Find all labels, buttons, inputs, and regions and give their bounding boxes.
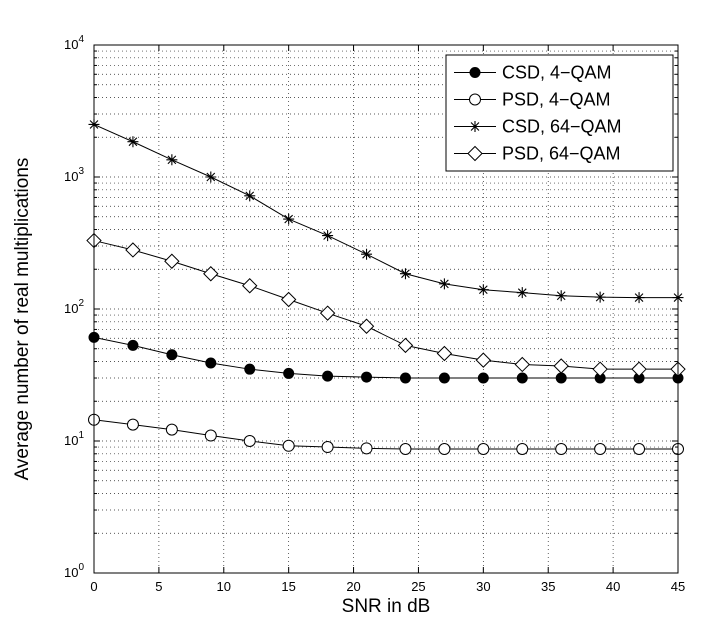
y-tick-label: 101 [64,430,84,448]
data-point [165,423,178,436]
data-point [283,213,295,225]
data-point [164,253,180,269]
data-point [283,367,295,379]
legend-label: CSD, 64−QAM [502,117,622,137]
legend-marker [469,121,481,132]
data-point [397,337,414,354]
series-1 [88,413,684,455]
data-point [555,290,567,302]
data-point [126,418,139,431]
data-point [321,441,334,454]
legend-label: CSD, 4−QAM [502,63,612,83]
data-point [633,442,646,455]
data-point [553,358,569,374]
legend-marker [469,93,481,106]
data-point [282,439,295,452]
y-tick-label: 100 [64,562,84,580]
data-point [399,372,411,384]
legend-box [445,54,674,172]
data-point [319,305,336,321]
data-point [514,356,530,373]
data-point [477,284,489,296]
series-line [93,419,678,450]
data-point [361,371,373,383]
data-point [477,442,490,455]
data-point [592,361,608,377]
data-point [631,361,647,377]
data-point [436,345,453,362]
data-point [244,363,256,375]
y-tick-label: 102 [64,298,84,316]
axis-ticks [93,45,679,574]
data-point [399,268,411,280]
data-point [360,442,373,455]
x-tick-label: 40 [606,579,620,594]
data-point [322,370,334,382]
data-point [166,349,178,361]
legend-marker [469,67,481,78]
y-axis-label: Average number of real multiplications [12,158,33,481]
data-point [244,190,256,202]
series-line [93,336,678,379]
data-point [594,442,607,455]
data-point [127,136,139,148]
y-tick-label: 103 [64,166,84,184]
data-point [242,278,258,294]
data-point [125,242,141,258]
series-line [93,240,678,370]
data-point [322,230,334,242]
data-point [555,372,567,384]
legend-label: PSD, 64−QAM [502,144,621,164]
data-point [438,372,450,384]
data-point [633,292,645,304]
legend-label: PSD, 4−QAM [502,90,611,110]
data-point [475,352,492,368]
x-tick-label: 5 [155,579,162,594]
y-tick-label: 104 [64,34,84,52]
data-point [204,429,217,442]
legend: CSD, 4−QAM PSD, 4−QAM CSD, 64−QAM PSD, 64−Q… [445,54,674,172]
x-tick-label: 30 [476,579,490,594]
data-point [516,287,528,299]
data-point [280,291,297,308]
grid-lines [94,45,678,573]
data-point [555,442,568,455]
data-point [361,248,373,260]
x-tick-label: 45 [671,579,685,594]
data-point [594,291,606,303]
data-point [358,318,375,334]
data-point [243,435,256,447]
data-point [203,266,219,282]
data-point [127,339,139,351]
series-layer [86,118,686,455]
data-point [399,442,412,455]
data-point [516,442,529,455]
series-line [93,124,678,299]
legend-marker [467,145,483,162]
tick-labels: 0 5 10 15 20 25 30 35 40 45 100 101 102 103 104 [64,34,685,594]
x-axis-label: SNR in dB [342,596,431,617]
data-point [438,442,451,455]
data-point [166,154,178,166]
data-point [205,357,217,369]
data-point [438,278,450,290]
x-tick-label: 15 [281,579,295,594]
data-point [477,372,489,384]
series-0 [88,331,684,384]
x-tick-label: 35 [541,579,555,594]
data-point [205,171,217,183]
x-tick-label: 20 [346,579,360,594]
x-tick-label: 0 [90,579,97,594]
data-point [516,372,528,384]
x-tick-label: 10 [217,579,231,594]
x-tick-label: 25 [411,579,425,594]
